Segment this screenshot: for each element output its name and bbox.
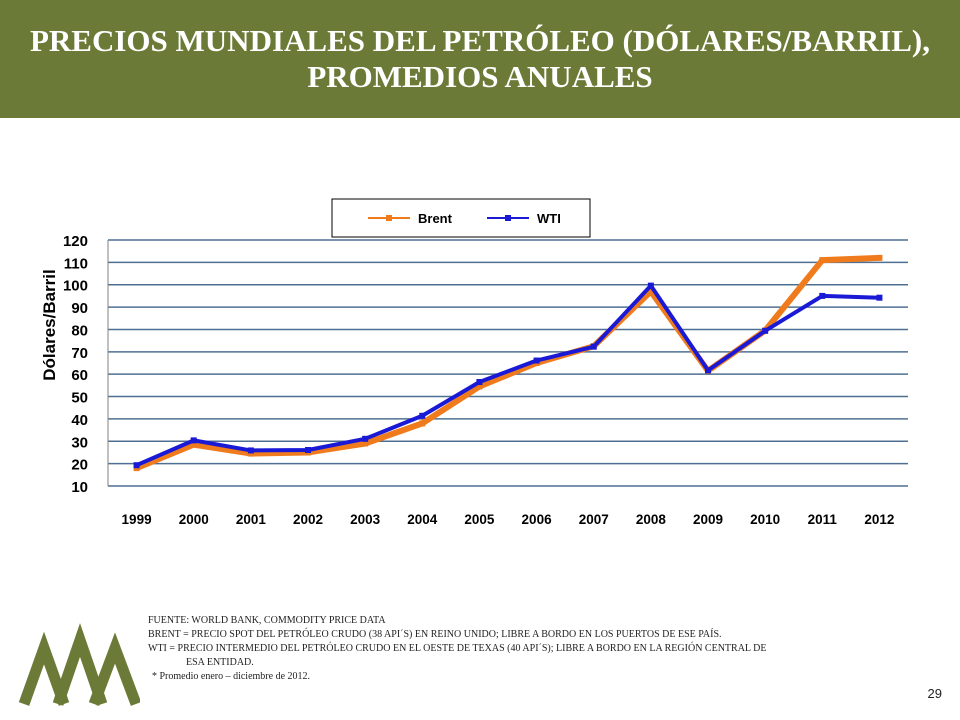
data-point-wti [362, 435, 369, 442]
x-tick-label: 2009 [693, 512, 723, 527]
data-point-brent [247, 450, 254, 457]
y-tick-labels: 10 20 30 40 50 60 70 80 90 100 110 120 [63, 233, 88, 496]
slide-header: PRECIOS MUNDIALES DEL PETRÓLEO (DÓLARES/… [0, 0, 960, 118]
chart-gridlines [107, 239, 908, 487]
data-point-brent [647, 288, 654, 295]
data-point-brent [362, 440, 369, 447]
x-tick-label: 2008 [636, 512, 667, 527]
y-tick-label: 10 [71, 479, 88, 496]
legend-brent-marker [386, 215, 392, 221]
y-tick-label: 70 [71, 345, 88, 362]
data-point-brent [419, 420, 426, 427]
x-tick-label: 2002 [293, 512, 323, 527]
data-point-wti [190, 437, 197, 444]
data-point-wti [305, 446, 311, 453]
wti-note-line-2: ESA ENTIDAD. [186, 657, 254, 668]
data-point-wti [705, 367, 711, 374]
x-tick-labels: 1999 2000 2001 2002 2003 2004 2005 2006 2007 2008… [122, 512, 895, 527]
y-tick-label: 50 [71, 390, 88, 407]
x-tick-label: 2001 [236, 512, 267, 527]
chart-legend: Brent WTI [331, 198, 591, 238]
y-tick-label: 30 [71, 434, 88, 451]
x-tick-label: 2010 [750, 512, 780, 527]
series-line-brent [135, 254, 880, 471]
y-tick-label: 110 [64, 255, 88, 272]
data-point-brent [476, 383, 483, 390]
x-tick-label: 2006 [522, 512, 553, 527]
y-tick-label: 90 [71, 300, 88, 317]
chart-footnotes: FUENTE: WORLD BANK, COMMODITY PRICE DATA… [148, 614, 908, 684]
brent-note: BRENT = PRECIO SPOT DEL PETRÓLEO CRUDO (… [148, 629, 722, 640]
data-point-wti [819, 292, 826, 299]
data-point-wti [533, 357, 540, 364]
data-point-wti [476, 379, 483, 386]
data-point-wti [590, 343, 597, 350]
wti-note-line-1: WTI = PRECIO INTERMEDIO DEL PETRÓLEO CRU… [148, 643, 767, 654]
x-tick-label: 2005 [464, 512, 495, 527]
data-point-wti [876, 294, 883, 301]
x-tick-label: 2007 [579, 512, 609, 527]
y-axis-label: Dólares/Barril [40, 269, 59, 381]
average-note: * Promedio enero – diciembre de 2012. [152, 671, 311, 682]
legend-wti-label: WTI [537, 211, 561, 226]
page-title-line-1: PRECIOS MUNDIALES DEL PETRÓLEO (DÓLARES/… [29, 23, 930, 58]
legend-wti-marker [505, 215, 511, 221]
x-tick-label: 2011 [808, 512, 838, 527]
data-point-brent [190, 441, 197, 448]
y-tick-label: 60 [71, 367, 88, 384]
source-note: FUENTE: WORLD BANK, COMMODITY PRICE DATA [148, 615, 386, 626]
y-tick-label: 20 [71, 457, 88, 474]
x-tick-label: 2012 [864, 512, 894, 527]
mountains-logo-icon [18, 623, 140, 706]
data-point-wti [647, 282, 654, 289]
x-tick-label: 2000 [179, 512, 209, 527]
data-point-wti [133, 462, 140, 469]
x-tick-label: 2004 [407, 512, 438, 527]
y-tick-label: 40 [71, 412, 88, 429]
x-tick-label: 1999 [122, 512, 152, 527]
series-line-wti [135, 283, 880, 468]
x-tick-label: 2003 [350, 512, 381, 527]
page-number: 29 [927, 686, 942, 701]
data-point-wti [247, 447, 254, 454]
page-title-line-2: PROMEDIOS ANUALES [307, 59, 653, 94]
data-point-wti [419, 412, 426, 419]
data-point-brent [876, 254, 883, 261]
data-point-brent [819, 257, 826, 264]
y-tick-label: 80 [71, 322, 88, 339]
data-point-wti [762, 327, 769, 334]
chart-series [133, 254, 883, 472]
y-tick-label: 100 [63, 278, 88, 295]
legend-brent-label: Brent [418, 211, 453, 226]
y-tick-label: 120 [63, 233, 88, 250]
